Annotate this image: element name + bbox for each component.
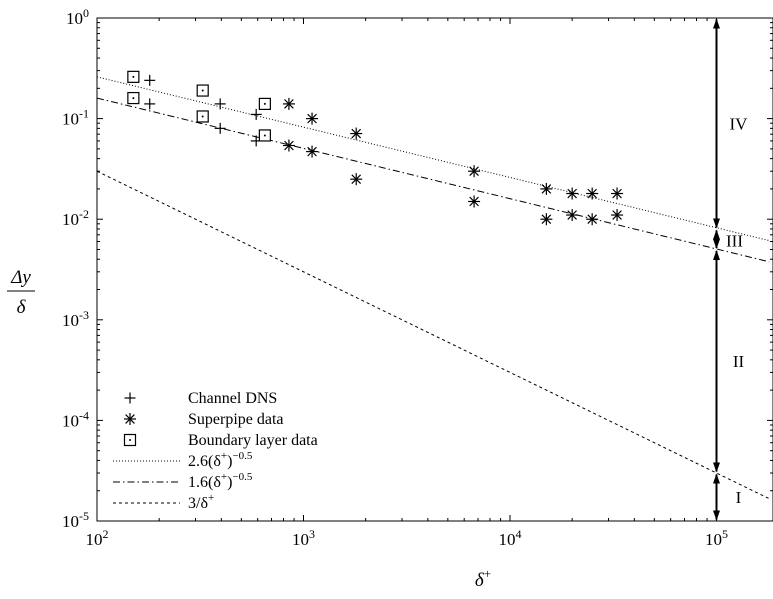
- boundary-layer-point: [196, 84, 209, 97]
- legend-label: 2.6(δ+)−0.5: [188, 450, 253, 470]
- superpipe-point: [350, 173, 363, 186]
- boundary-layer-point: [127, 70, 140, 83]
- superpipe-point: [282, 97, 295, 110]
- superpipe-point: [540, 182, 553, 195]
- superpipe-point: [306, 145, 319, 158]
- y-tick-label: 10-5: [62, 509, 89, 531]
- channel-dns-point: [124, 392, 136, 404]
- x-tick-label: 104: [499, 527, 522, 549]
- plot-frame: [96, 17, 773, 522]
- y-tick-label: 10-1: [62, 107, 89, 129]
- legend-label: 3/δ+: [188, 492, 214, 512]
- legend-label: Superpipe data: [188, 411, 284, 428]
- region-label: I: [736, 488, 742, 507]
- legend-label: 1.6(δ+)−0.5: [188, 471, 253, 491]
- y-tick-label: 100: [66, 6, 89, 28]
- superpipe-point: [306, 112, 319, 125]
- fit-line: [97, 76, 770, 242]
- x-tick-label: 105: [705, 527, 728, 549]
- boundary-layer-point: [127, 91, 140, 105]
- y-axis-label-numerator: Δy: [10, 267, 31, 288]
- region-label: III: [726, 231, 743, 250]
- region-label: IV: [730, 114, 749, 133]
- superpipe-point: [350, 127, 363, 140]
- fit-line: [97, 97, 770, 263]
- y-axis-label-denominator: δ: [17, 297, 27, 318]
- channel-dns-point: [214, 122, 226, 134]
- superpipe-point: [611, 209, 624, 222]
- data-points: [127, 70, 624, 226]
- fit-line: [97, 170, 770, 500]
- superpipe-point: [611, 187, 624, 200]
- y-tick-label: 10-3: [62, 308, 89, 330]
- y-tick-label: 10-4: [62, 408, 89, 430]
- superpipe-point: [282, 139, 295, 152]
- fit-lines: [97, 76, 770, 500]
- superpipe-point: [586, 187, 599, 200]
- boundary-layer-point: [258, 97, 271, 110]
- superpipe-point: [124, 413, 136, 425]
- axis-ticks: [96, 17, 773, 522]
- legend: Channel DNS Superpipe data Boundary layer …: [113, 390, 318, 512]
- boundary-layer-point: [123, 433, 137, 447]
- channel-dns-point: [214, 98, 226, 110]
- legend-label: Boundary layer data: [188, 432, 318, 449]
- channel-dns-point: [144, 98, 156, 110]
- channel-dns-point: [250, 108, 262, 120]
- axis-labels: δ+ Δy δ: [7, 267, 491, 591]
- superpipe-point: [540, 213, 553, 226]
- superpipe-point: [468, 165, 481, 178]
- axis-tick-labels: 102 103 104 105 10-5 10-4 10-3 10-2 10-1 100: [62, 6, 728, 549]
- superpipe-point: [468, 195, 481, 208]
- legend-label: Channel DNS: [188, 390, 277, 407]
- superpipe-point: [566, 187, 579, 200]
- x-axis-label: δ+: [475, 566, 491, 591]
- superpipe-point: [566, 209, 579, 222]
- y-tick-label: 10-2: [62, 207, 89, 229]
- x-tick-label: 103: [292, 527, 315, 549]
- boundary-layer-point: [258, 129, 271, 142]
- boundary-layer-point: [196, 110, 209, 123]
- region-label: II: [733, 352, 745, 371]
- channel-dns-point: [144, 74, 156, 86]
- x-tick-label: 102: [86, 527, 109, 549]
- superpipe-point: [586, 213, 599, 226]
